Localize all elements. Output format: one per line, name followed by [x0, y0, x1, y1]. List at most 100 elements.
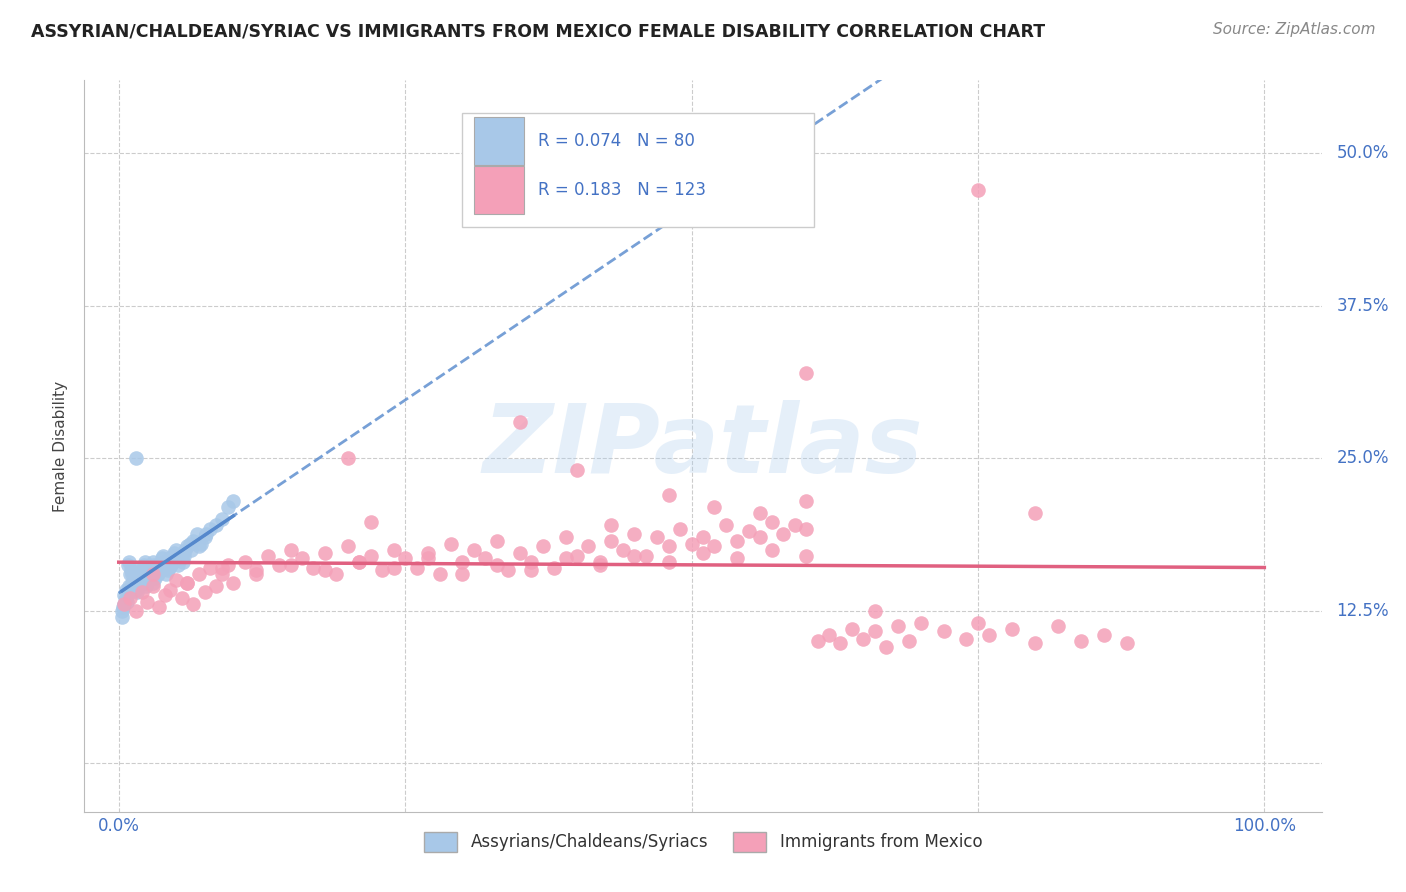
Point [589, 555, 612, 569]
Point [349, 555, 371, 569]
Point [200, 561, 222, 575]
Point [136, 575, 159, 590]
Point [565, 549, 588, 563]
Point [416, 546, 439, 560]
Point [194, 530, 217, 544]
Point [125, 571, 148, 585]
Point [394, 551, 416, 566]
Point [440, 536, 463, 550]
Point [623, 549, 645, 563]
Point [125, 582, 148, 597]
Point [129, 567, 152, 582]
Point [761, 542, 783, 557]
Point [187, 539, 209, 553]
Point [382, 561, 405, 575]
Point [159, 582, 181, 597]
Point [669, 522, 692, 536]
Point [910, 615, 932, 630]
Point [131, 585, 153, 599]
Point [142, 567, 165, 582]
Point [155, 567, 177, 582]
Point [142, 579, 165, 593]
Point [135, 579, 157, 593]
Point [170, 551, 193, 566]
Point [165, 542, 187, 557]
Point [658, 555, 681, 569]
Point [841, 622, 863, 636]
Point [634, 549, 657, 563]
Point [875, 640, 897, 655]
Point [291, 551, 314, 566]
Point [772, 526, 794, 541]
Text: R = 0.074   N = 80: R = 0.074 N = 80 [538, 132, 696, 150]
Point [314, 546, 336, 560]
Point [173, 549, 195, 563]
Point [167, 558, 190, 573]
Point [124, 561, 146, 575]
Point [153, 588, 176, 602]
Point [703, 500, 725, 514]
Point [1047, 619, 1070, 633]
Point [520, 563, 543, 577]
Point [554, 530, 576, 544]
Point [121, 567, 143, 582]
Point [194, 526, 217, 541]
Point [114, 598, 136, 612]
Point [163, 549, 186, 563]
Point [589, 558, 612, 573]
Point [863, 604, 886, 618]
Point [165, 573, 187, 587]
Point [117, 558, 139, 573]
Point [160, 558, 183, 573]
Point [118, 579, 141, 593]
Point [205, 518, 228, 533]
Point [485, 558, 508, 573]
Point [180, 542, 202, 557]
Point [520, 555, 543, 569]
Point [138, 571, 160, 585]
Point [463, 542, 485, 557]
Point [852, 632, 875, 646]
Point [148, 558, 170, 573]
Point [211, 561, 233, 575]
Point [125, 451, 148, 466]
Point [117, 585, 139, 599]
Point [157, 561, 180, 575]
Point [128, 575, 150, 590]
Point [205, 579, 228, 593]
Point [150, 551, 173, 566]
Point [485, 534, 508, 549]
Point [794, 522, 817, 536]
Point [128, 575, 150, 590]
Point [416, 551, 439, 566]
Point [145, 571, 167, 585]
Text: 25.0%: 25.0% [1337, 450, 1389, 467]
Point [794, 494, 817, 508]
Point [898, 634, 921, 648]
Point [163, 546, 186, 560]
Point [336, 451, 359, 466]
Point [142, 555, 165, 569]
Bar [474, 166, 523, 214]
Point [176, 575, 198, 590]
Point [138, 573, 160, 587]
Point [600, 534, 623, 549]
Point [114, 591, 136, 606]
Point [111, 609, 134, 624]
Point [451, 555, 474, 569]
Point [302, 561, 325, 575]
Point [174, 542, 197, 557]
Point [132, 558, 155, 573]
Text: ASSYRIAN/CHALDEAN/SYRIAC VS IMMIGRANTS FROM MEXICO FEMALE DISABILITY CORRELATION: ASSYRIAN/CHALDEAN/SYRIAC VS IMMIGRANTS F… [31, 22, 1045, 40]
Point [612, 542, 634, 557]
Point [142, 575, 165, 590]
Point [955, 632, 977, 646]
Point [222, 575, 245, 590]
Point [190, 536, 212, 550]
Point [120, 563, 142, 577]
Point [818, 628, 841, 642]
Point [1024, 506, 1046, 520]
Point [162, 555, 184, 569]
Point [127, 579, 149, 593]
Point [217, 500, 239, 514]
